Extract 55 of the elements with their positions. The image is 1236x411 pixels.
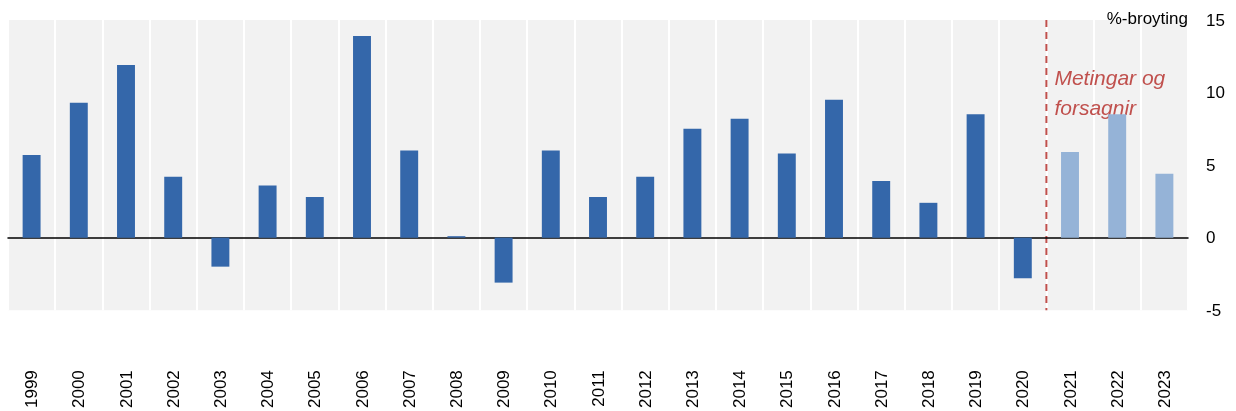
x-tick-label: 2004 (258, 370, 278, 409)
bar (1013, 237, 1032, 279)
bar (683, 128, 702, 238)
bar (825, 99, 843, 238)
bar (117, 64, 135, 238)
bar (1155, 173, 1174, 238)
y-axis-title: %-broyting (1106, 9, 1188, 28)
x-tick-label: 2009 (494, 370, 514, 409)
y-tick-label: 0 (1206, 228, 1216, 248)
x-tick-label: 2021 (1060, 370, 1080, 409)
x-tick-label: 2018 (918, 370, 938, 409)
x-tick-label: 2019 (966, 370, 986, 409)
bar (400, 150, 419, 238)
x-tick-label: 2005 (305, 370, 325, 409)
x-tick-label: 2015 (777, 370, 797, 409)
bar (494, 237, 513, 283)
bar (1061, 152, 1079, 238)
x-tick-label: 2020 (1013, 370, 1033, 409)
x-tick-label: 2002 (163, 370, 183, 409)
x-tick-label: 2012 (635, 370, 655, 409)
bar (636, 176, 655, 238)
bar (69, 102, 88, 238)
y-tick-label: -5 (1206, 300, 1222, 320)
x-tick-label: 2003 (210, 370, 230, 409)
x-tick-label: 1999 (22, 370, 42, 409)
x-tick-label: 2008 (446, 370, 466, 409)
y-tick-label: 15 (1206, 10, 1225, 30)
bar (919, 202, 938, 238)
x-tick-label: 2007 (399, 370, 419, 409)
x-tick-label: 2022 (1107, 370, 1127, 409)
x-tick-label: 2023 (1154, 370, 1174, 409)
bar (730, 118, 749, 238)
bar (777, 153, 796, 238)
x-tick-label: 2000 (69, 370, 89, 409)
x-tick-label: 2010 (541, 370, 561, 409)
x-tick-label: 2017 (871, 370, 891, 409)
y-tick-label: 5 (1206, 155, 1216, 175)
y-tick-label: 10 (1206, 83, 1225, 103)
x-tick-label: 2016 (824, 370, 844, 409)
x-tick-label: 2013 (682, 370, 702, 409)
bar (258, 185, 277, 238)
bar (22, 154, 41, 238)
bar (211, 237, 230, 267)
bar (872, 181, 891, 238)
x-tick-label: 2011 (588, 370, 608, 407)
bar (589, 197, 607, 238)
x-tick-label: 2006 (352, 370, 372, 409)
bar (966, 114, 985, 238)
x-tick-label: 2001 (116, 370, 136, 409)
ref-line-label: Metingar og forsagnir (1054, 65, 1172, 119)
x-tick-label: 2014 (730, 370, 750, 409)
bar (353, 35, 371, 238)
bar (305, 197, 324, 238)
bar (541, 150, 560, 238)
bar (164, 176, 183, 238)
